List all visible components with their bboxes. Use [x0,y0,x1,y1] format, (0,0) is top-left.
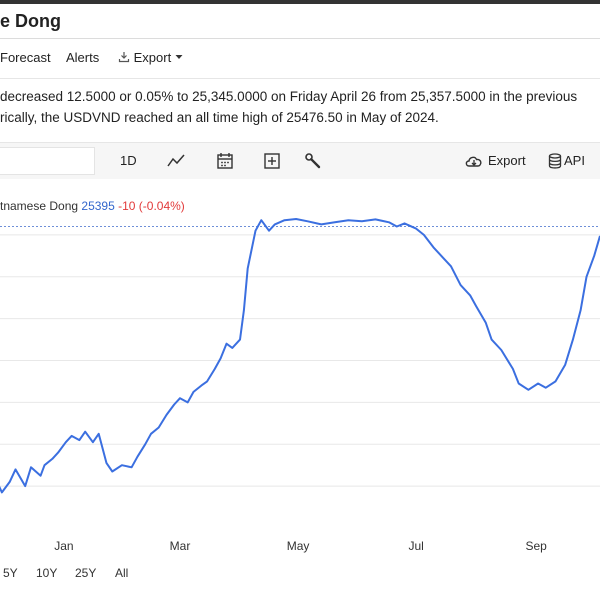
api-button[interactable]: API [564,153,585,168]
x-tick-label: May [287,539,310,553]
x-tick-label: Sep [525,539,547,553]
top-border [0,0,600,4]
period-25y[interactable]: 25Y [75,566,97,580]
summary-line-2: rically, the USDVND reached an all time … [0,110,439,125]
period-10y[interactable]: 10Y [36,566,58,580]
menu-export[interactable]: Export [118,50,183,65]
chart-gridlines [0,234,600,487]
interval-button[interactable]: 1D [120,153,137,168]
price-chart[interactable]: Jan Mar May Jul Sep [0,178,600,562]
date-range-input[interactable] [0,147,95,175]
caret-down-icon [175,55,183,59]
period-all[interactable]: All [115,566,129,580]
page-title: e Dong [0,11,61,31]
series-line-usdvnd [0,218,600,494]
legend-series-name: tnamese Dong [0,199,79,213]
plus-box-icon[interactable] [262,151,282,171]
x-tick-label: Mar [170,539,191,553]
legend-last-value: 25395 [81,199,115,213]
period-5y[interactable]: 5Y [3,566,18,580]
menu-alerts[interactable]: Alerts [66,50,100,65]
database-icon[interactable] [545,151,565,171]
x-tick-label: Jan [54,539,73,553]
wrench-icon[interactable] [303,151,323,171]
summary-text: decreased 12.5000 or 0.05% to 25,345.000… [0,86,600,128]
line-chart-icon[interactable] [166,151,186,171]
chart-toolbar: 1D Export API [0,142,600,179]
summary-line-1: decreased 12.5000 or 0.05% to 25,345.000… [0,89,578,104]
menu-row: Forecast Alerts Export [0,39,600,79]
x-axis-ticks: Jan Mar May Jul Sep [54,539,547,553]
title-row: e Dong [0,4,600,39]
period-selector: 5Y 10Y 25Y All [0,562,600,586]
legend-change: -10 (-0.04%) [118,199,185,213]
x-tick-label: Jul [408,539,423,553]
menu-forecast[interactable]: Forecast [0,50,51,65]
chart-legend: tnamese Dong 25395 -10 (-0.04%) [0,199,185,213]
cloud-download-icon[interactable] [464,151,484,171]
download-icon [118,52,130,63]
menu-export-label: Export [133,50,172,65]
calendar-icon[interactable] [215,151,235,171]
toolbar-export-button[interactable]: Export [488,153,526,168]
